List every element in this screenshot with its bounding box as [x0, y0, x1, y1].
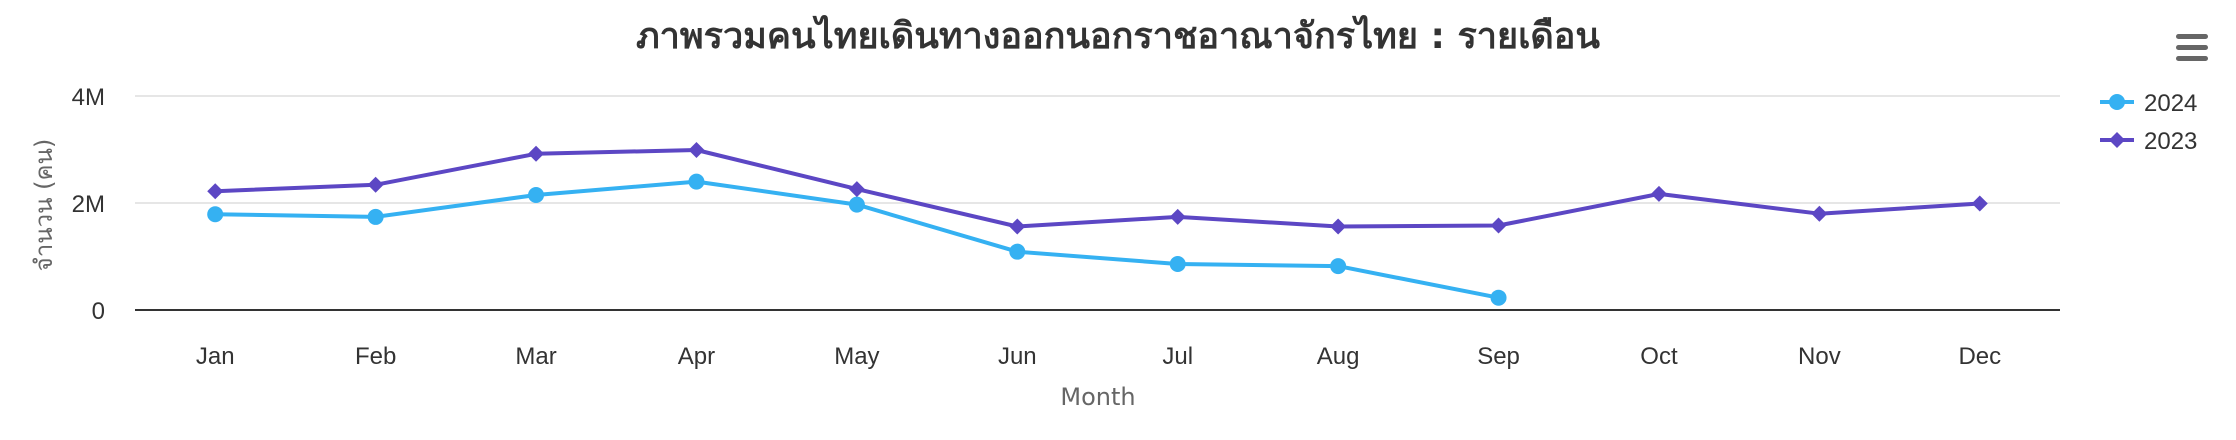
legend-item-2023[interactable]: 2023	[2100, 128, 2197, 155]
data-point[interactable]	[1650, 185, 1667, 202]
data-point[interactable]	[528, 145, 545, 162]
legend-label: 2024	[2144, 90, 2197, 117]
chart-title: ภาพรวมคนไทยเดินทางออกนอกราชอาณาจักรไทย :…	[636, 14, 1600, 57]
y-axis-ticks: 0 2M 4M	[72, 84, 105, 325]
x-tick-label: May	[834, 343, 879, 370]
data-point[interactable]	[528, 186, 545, 203]
x-tick-label: Apr	[678, 343, 715, 370]
x-axis-title: Month	[1060, 383, 1135, 411]
data-point[interactable]	[1330, 218, 1347, 235]
series-2024	[207, 173, 1507, 306]
x-tick-label: Jul	[1162, 343, 1193, 370]
x-tick-label: Jan	[196, 343, 235, 370]
grid-lines	[135, 95, 2060, 311]
hamburger-menu-icon-bar	[2176, 45, 2208, 50]
data-point[interactable]	[1811, 205, 1828, 222]
x-tick-label: Sep	[1477, 343, 1520, 370]
data-point[interactable]	[1009, 218, 1026, 235]
data-point[interactable]	[688, 142, 705, 159]
data-point[interactable]	[688, 173, 705, 190]
series-group	[207, 142, 1988, 306]
series-2023	[207, 142, 1988, 235]
data-point[interactable]	[207, 206, 224, 223]
chart-menu-button[interactable]	[2172, 30, 2212, 66]
x-tick-label: Mar	[515, 343, 556, 370]
hamburger-menu-icon-bar	[2176, 56, 2208, 61]
series-line	[213, 148, 1982, 229]
legend-marker	[2109, 94, 2125, 110]
x-tick-label: Feb	[355, 343, 396, 370]
data-point[interactable]	[1971, 195, 1988, 212]
y-tick-label: 2M	[72, 191, 105, 218]
data-point[interactable]	[1169, 255, 1186, 272]
data-point[interactable]	[848, 196, 865, 213]
data-point[interactable]	[367, 176, 384, 193]
x-tick-label: Dec	[1958, 343, 2001, 370]
x-tick-label: Jun	[998, 343, 1037, 370]
data-point[interactable]	[1490, 289, 1507, 306]
x-tick-label: Aug	[1317, 343, 1360, 370]
y-tick-label: 0	[92, 298, 105, 325]
data-point[interactable]	[1169, 208, 1186, 225]
legend-item-2024[interactable]: 2024	[2100, 90, 2197, 117]
data-point[interactable]	[1330, 258, 1347, 275]
legend-label: 2023	[2144, 128, 2197, 155]
data-point[interactable]	[1009, 243, 1026, 260]
x-tick-label: Nov	[1798, 343, 1841, 370]
data-point[interactable]	[207, 183, 224, 200]
x-tick-label: Oct	[1640, 343, 1678, 370]
y-tick-label: 4M	[72, 84, 105, 111]
data-point[interactable]	[1490, 217, 1507, 234]
x-axis-ticks: Jan Feb Mar Apr May Jun Jul Aug Sep Oct Nov Dec	[196, 343, 2001, 370]
y-axis-title: จำนวน (คน)	[30, 139, 58, 272]
legend-marker	[2109, 132, 2125, 148]
legend: 2024 2023	[2100, 90, 2197, 155]
hamburger-menu-icon	[2176, 34, 2208, 39]
data-point[interactable]	[848, 181, 865, 198]
data-point[interactable]	[367, 208, 384, 225]
